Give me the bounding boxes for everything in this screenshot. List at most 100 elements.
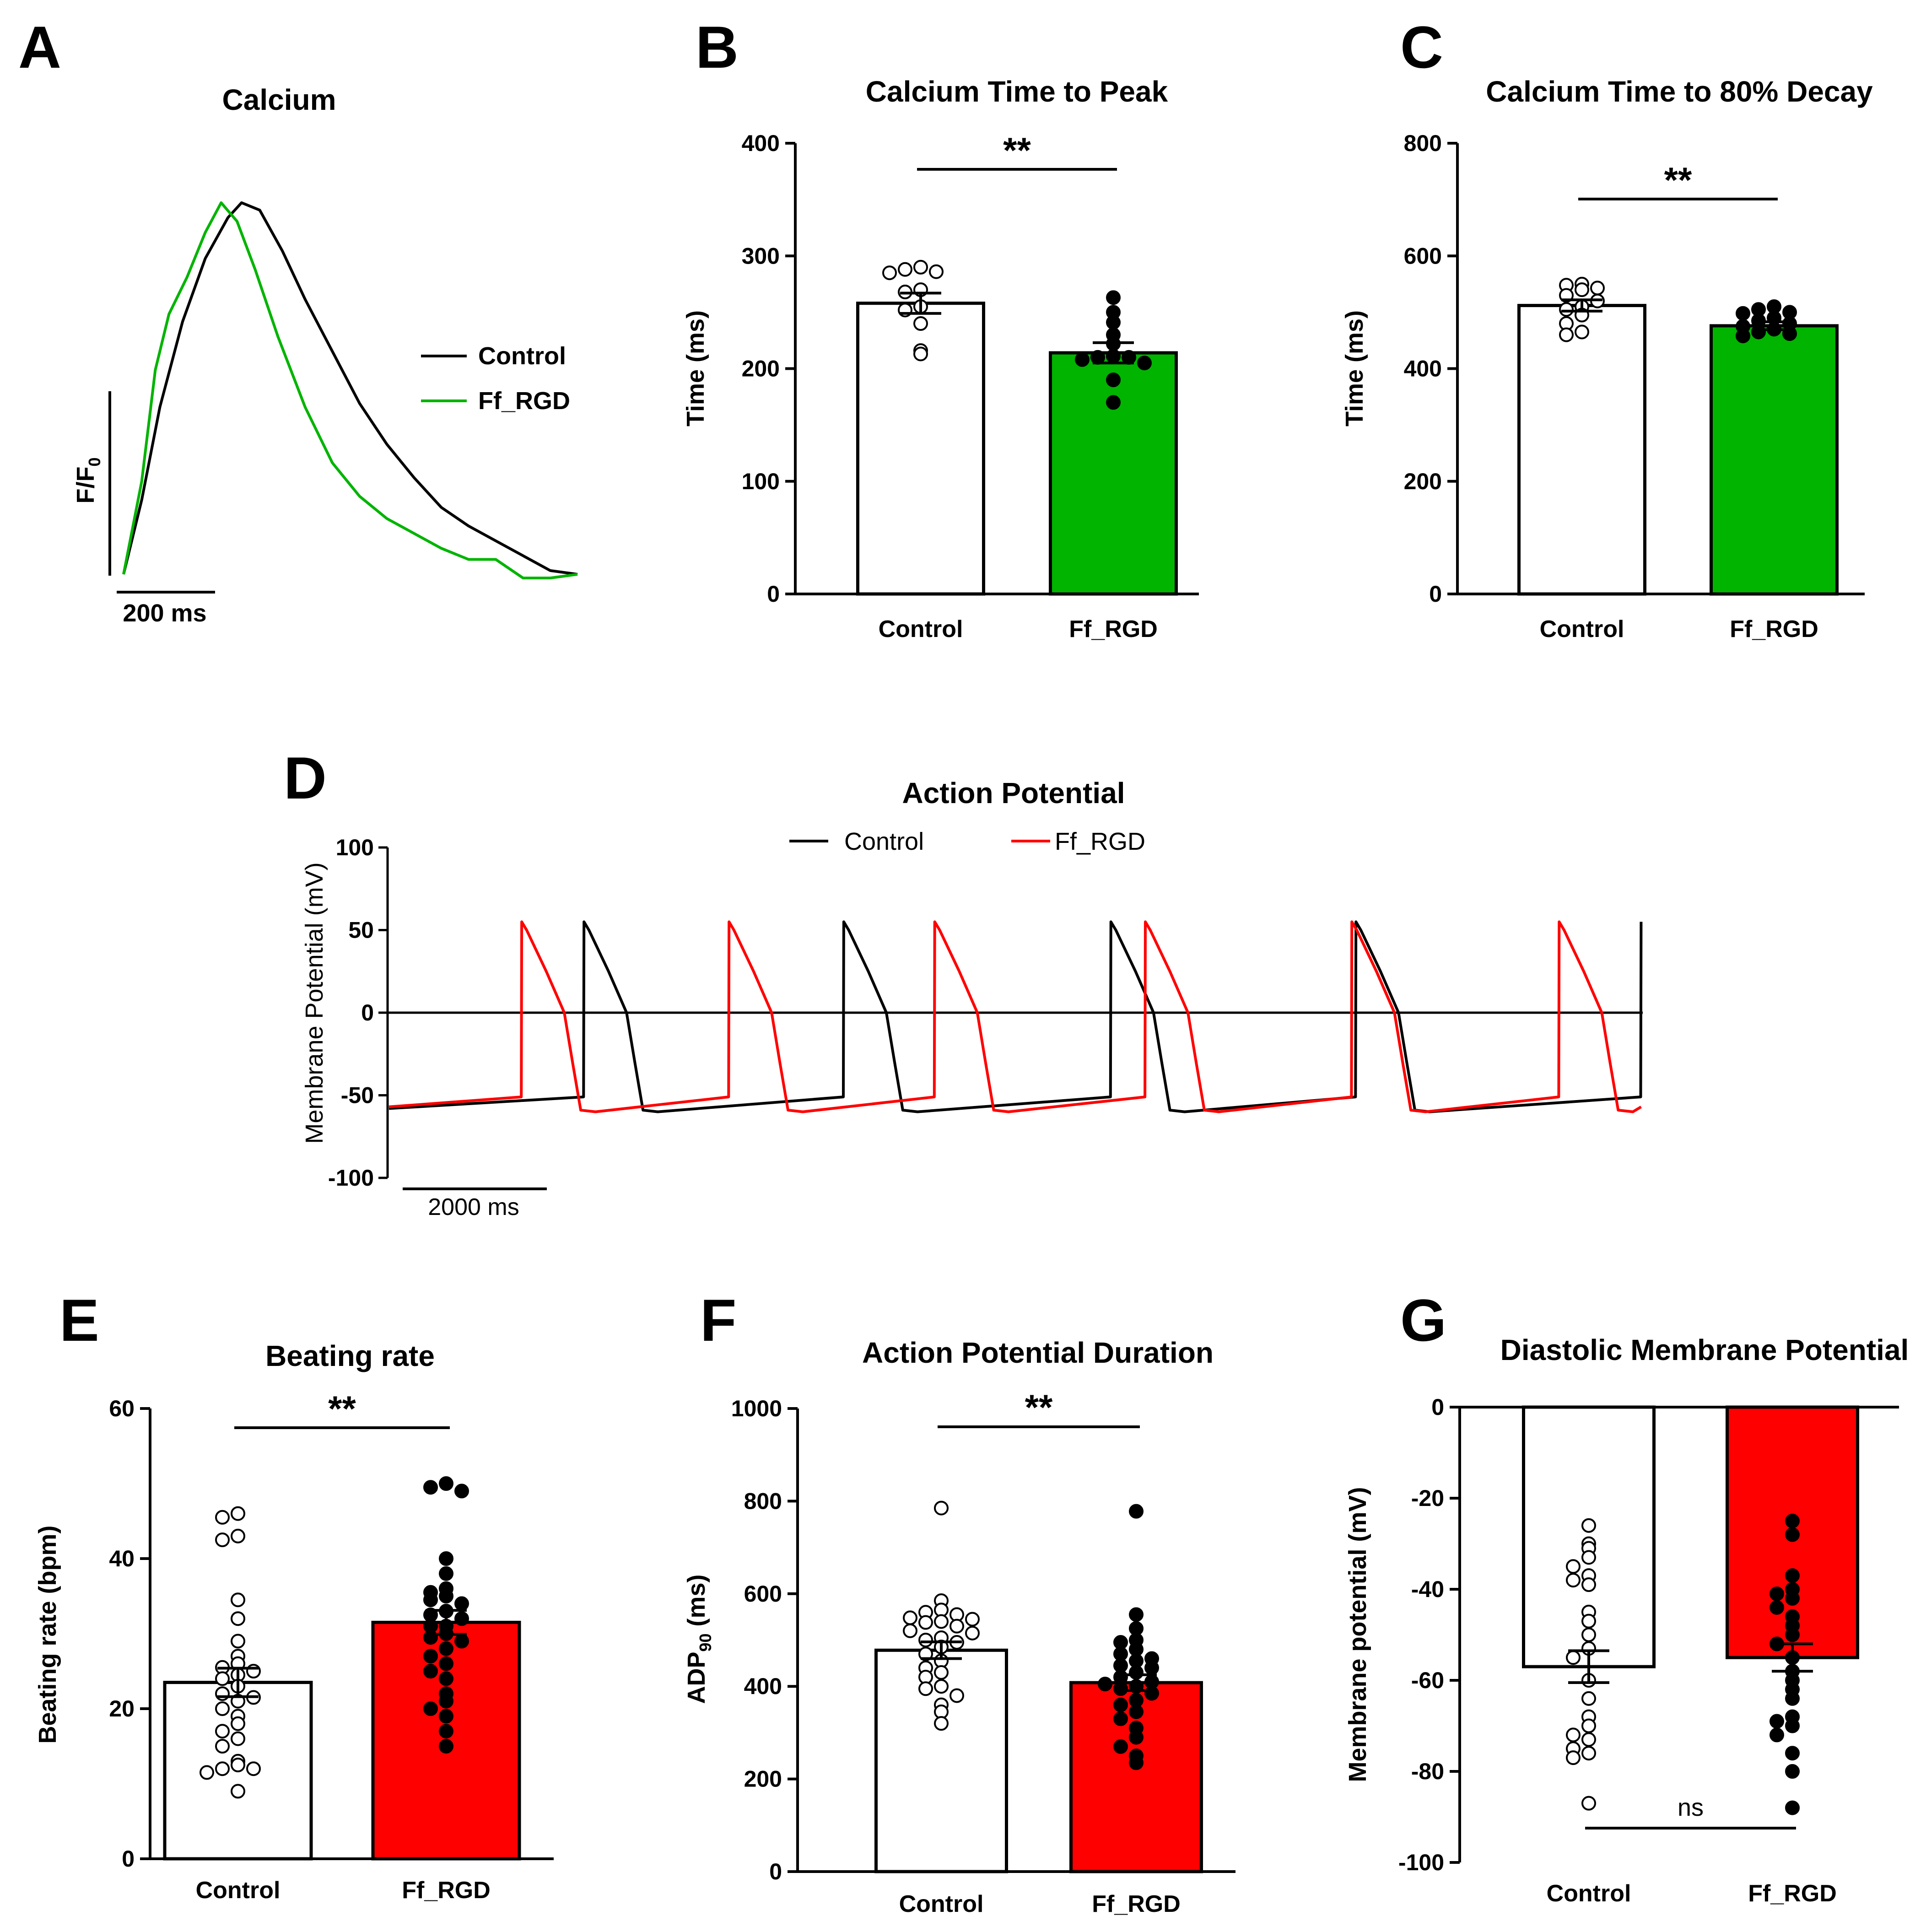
data-point-control — [1575, 324, 1589, 340]
y-tick-label: 600 — [1404, 243, 1442, 269]
data-point-control — [215, 1510, 230, 1525]
data-point-control — [913, 259, 928, 275]
data-point-control — [1575, 282, 1589, 297]
data-point-control — [1581, 1550, 1596, 1565]
data-point-control — [246, 1761, 261, 1776]
panel-d-action-potential: Action Potential Membrane Potential (mV)… — [301, 777, 1643, 1220]
y-tick-label: 200 — [1404, 469, 1442, 494]
data-point-ff-rgd — [1106, 395, 1121, 410]
data-point-control — [231, 1758, 245, 1772]
data-point-ff-rgd — [1785, 1527, 1800, 1542]
data-point-ff-rgd — [1137, 356, 1152, 371]
data-point-control — [231, 1506, 245, 1521]
panel-f-title: Action Potential Duration — [862, 1336, 1214, 1369]
y-tick-label: 40 — [109, 1546, 135, 1571]
y-tick-label: 800 — [1404, 130, 1442, 156]
data-point-ff-rgd — [1785, 1718, 1800, 1733]
bar-ff-rgd — [1049, 351, 1178, 596]
data-point-ff-rgd — [1113, 1739, 1128, 1754]
data-point-control — [200, 1765, 214, 1780]
legend-label-ff-rgd: Ff_RGD — [478, 387, 570, 415]
panel-g-bar-chart: Diastolic Membrane Potential Membrane po… — [1344, 1333, 1909, 1907]
significance-label: ** — [1664, 160, 1692, 200]
x-tick-label-ff-rgd: Ff_RGD — [1730, 616, 1818, 642]
data-point-ff-rgd — [439, 1589, 453, 1603]
data-point-ff-rgd — [1785, 1627, 1800, 1642]
data-point-ff-rgd — [439, 1739, 453, 1754]
data-point-control — [903, 1623, 917, 1638]
y-tick-label: 20 — [109, 1696, 135, 1722]
data-point-control — [1581, 1796, 1596, 1811]
panel-f-ylabel: ADP90 (ms) — [683, 1574, 715, 1704]
data-point-ff-rgd — [1785, 1568, 1800, 1583]
data-point-ff-rgd — [1075, 352, 1090, 367]
panel-d-scale-label: 2000 ms — [428, 1194, 519, 1220]
data-point-control — [215, 1686, 230, 1701]
data-point-ff-rgd — [454, 1611, 469, 1626]
panel-letter-b: B — [696, 14, 739, 81]
y-tick-label: 50 — [348, 917, 374, 943]
data-point-control — [1581, 1518, 1596, 1533]
data-point-control — [215, 1739, 230, 1754]
panel-e-bar-chart: Beating rate Beating rate (bpm) 0 20 40 60 C… — [34, 1339, 554, 1904]
panel-f-plot-area: 0 200 400 600 800 1000 Control Ff_RGD ** — [731, 1387, 1235, 1917]
data-point-ff-rgd — [439, 1656, 453, 1671]
data-point-ff-rgd — [423, 1592, 438, 1608]
data-point-ff-rgd — [1144, 1660, 1159, 1675]
y-tick-label: 100 — [742, 469, 780, 494]
y-tick-label: 300 — [742, 243, 780, 269]
panel-letter-d: D — [284, 745, 327, 811]
data-point-control — [231, 1784, 245, 1799]
data-point-ff-rgd — [1751, 324, 1766, 340]
data-point-control — [882, 265, 897, 281]
data-point-control — [918, 1646, 933, 1662]
trace-ff-rgd — [122, 201, 578, 580]
y-tick-label: 0 — [122, 1846, 135, 1872]
panel-a-traces — [122, 201, 578, 580]
data-point-ff-rgd — [1736, 329, 1750, 344]
y-tick-label: 60 — [109, 1396, 135, 1421]
bar-control — [1517, 304, 1646, 596]
data-point-ff-rgd — [439, 1694, 453, 1709]
panel-c-plot-area: 0 200 400 600 800 Control Ff_RGD ** — [1404, 130, 1865, 642]
data-point-ff-rgd — [1785, 1764, 1800, 1779]
data-point-control — [934, 1679, 949, 1694]
y-tick-label: 0 — [1429, 581, 1442, 607]
data-point-control — [1581, 1577, 1596, 1592]
data-point-ff-rgd — [439, 1476, 453, 1491]
x-tick-label-ff-rgd: Ff_RGD — [1092, 1891, 1181, 1917]
x-tick-label-control: Control — [899, 1891, 984, 1917]
panel-e-ylabel: Beating rate (bpm) — [34, 1525, 61, 1743]
y-tick-label: -100 — [1398, 1850, 1444, 1875]
data-point-control — [1581, 1732, 1596, 1747]
y-tick-label: 400 — [1404, 356, 1442, 382]
data-point-control — [934, 1614, 949, 1629]
data-point-control — [215, 1533, 230, 1547]
significance-label: ns — [1678, 1794, 1704, 1821]
data-point-control — [950, 1619, 964, 1634]
data-point-control — [231, 1634, 245, 1649]
data-point-control — [231, 1731, 245, 1746]
panel-g-title: Diastolic Membrane Potential — [1500, 1333, 1909, 1366]
y-tick-label: -20 — [1411, 1485, 1444, 1511]
panel-letters: A B C D E F G — [18, 14, 1446, 1354]
data-point-control — [1581, 1718, 1596, 1733]
data-point-control — [215, 1761, 230, 1776]
y-tick-label: -100 — [328, 1165, 374, 1191]
x-tick-label-ff-rgd: Ff_RGD — [1069, 616, 1158, 642]
data-point-ff-rgd — [439, 1724, 453, 1739]
panel-a-ylabel: F/F0 — [72, 457, 104, 503]
data-point-ff-rgd — [1144, 1686, 1159, 1701]
data-point-ff-rgd — [423, 1649, 438, 1664]
trace-ff-rgd — [388, 920, 1642, 1113]
data-point-control — [1566, 1750, 1581, 1765]
data-point-ff-rgd — [454, 1596, 469, 1611]
data-point-control — [913, 346, 928, 362]
data-point-ff-rgd — [1785, 1513, 1800, 1528]
legend-label-control: Control — [844, 828, 924, 855]
data-point-ff-rgd — [454, 1484, 469, 1499]
data-point-ff-rgd — [1785, 1591, 1800, 1606]
data-point-control — [1581, 1627, 1596, 1642]
panel-b-title: Calcium Time to Peak — [866, 75, 1168, 108]
panel-f-bar-chart: Action Potential Duration ADP90 (ms) 0 20… — [683, 1336, 1235, 1917]
